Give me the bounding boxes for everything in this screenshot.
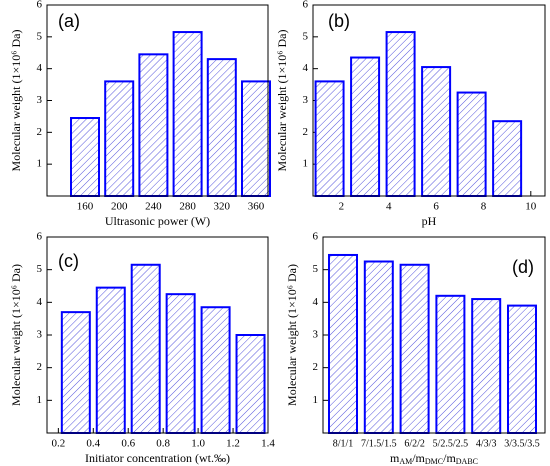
y-tick-label: 4: [303, 62, 309, 74]
x-axis-title-part: m: [390, 451, 400, 465]
x-axis-title-part: DMC: [425, 457, 443, 466]
x-tick-label: 160: [77, 201, 94, 213]
y-tick-label: 6: [37, 231, 43, 243]
y-tick-label: 5: [37, 30, 43, 42]
bar: [206, 58, 237, 197]
y-tick-label: 6: [37, 0, 43, 11]
bar: [507, 304, 537, 435]
bar: [350, 56, 381, 198]
x-axis-title-part: /m: [412, 451, 425, 465]
bar: [130, 263, 161, 434]
y-tick-label: 1: [303, 158, 309, 170]
bar: [172, 31, 203, 197]
panel-label: (c): [58, 251, 79, 271]
y-tick-label: 5: [37, 263, 43, 275]
bar: [70, 117, 100, 197]
x-tick-label: 10: [525, 201, 537, 213]
x-tick-label: 3/3.5/3.5: [504, 438, 540, 449]
y-tick-label: 2: [37, 361, 43, 373]
bar: [435, 294, 466, 434]
x-tick-label: 1.4: [261, 438, 275, 450]
y-tick-label: 2: [313, 361, 319, 373]
y-axis-title: Molecular weight (1×10⁶ Da): [275, 30, 289, 172]
x-tick-label: 0.6: [121, 438, 135, 450]
x-tick-label: 7/1.5/1.5: [361, 438, 397, 449]
x-tick-label: 8: [481, 201, 487, 213]
x-axis-title-part: /m: [443, 451, 456, 465]
bar: [399, 263, 430, 434]
x-tick-label: 360: [248, 201, 265, 213]
plot-frame: [312, 4, 546, 197]
x-tick-label: 1.0: [191, 438, 205, 450]
y-tick-label: 3: [37, 329, 43, 341]
panel-label: (a): [58, 11, 80, 31]
y-tick-label: 3: [313, 329, 319, 341]
bar: [200, 306, 231, 435]
bar: [421, 66, 452, 197]
y-tick-label: 4: [37, 62, 43, 74]
x-tick-label: 2: [339, 201, 345, 213]
bar: [456, 91, 487, 197]
bar: [165, 293, 196, 434]
bar: [95, 286, 126, 434]
y-tick-label: 1: [37, 394, 43, 406]
bar: [363, 260, 394, 434]
y-tick-label: 1: [37, 158, 43, 170]
panel-label: (b): [328, 11, 350, 31]
x-tick-label: 240: [145, 201, 162, 213]
plot-frame: [322, 236, 546, 434]
y-tick-label: 5: [303, 30, 309, 42]
x-tick-label: 5/2.5/2.5: [433, 438, 469, 449]
bar: [492, 120, 523, 197]
y-axis-title: Molecular weight (1×10⁶ Da): [9, 264, 23, 406]
bar: [235, 334, 266, 434]
y-tick-label: 3: [37, 94, 43, 106]
bar: [314, 80, 345, 197]
y-tick-label: 2: [37, 126, 43, 138]
x-tick-label: 0.2: [51, 438, 65, 450]
x-tick-label: 320: [214, 201, 231, 213]
x-tick-label: 0.8: [156, 438, 170, 450]
panel-label: (d): [512, 257, 534, 277]
x-tick-label: 1.2: [226, 438, 240, 450]
x-axis-title: pH: [422, 214, 437, 228]
y-tick-label: 4: [313, 296, 319, 308]
x-tick-label: 200: [111, 201, 128, 213]
y-tick-label: 3: [303, 94, 309, 106]
x-tick-label: 6/2/2: [404, 438, 425, 449]
bar: [241, 80, 271, 197]
y-tick-label: 6: [303, 0, 309, 11]
bar: [60, 311, 91, 434]
x-tick-label: 4: [386, 201, 392, 213]
x-tick-label: 4/3/3: [476, 438, 497, 449]
x-tick-label: 6: [433, 201, 439, 213]
x-axis-title: Ultrasonic power (W): [105, 214, 210, 228]
x-axis-title-part: AM: [399, 457, 412, 466]
bar: [471, 298, 502, 435]
y-tick-label: 6: [313, 231, 319, 243]
y-tick-label: 4: [37, 296, 43, 308]
bar: [385, 31, 416, 197]
plot-frame: [46, 4, 269, 197]
x-axis-title-part: DABC: [456, 457, 478, 466]
y-axis-title: Molecular weight (1×10⁶ Da): [9, 30, 23, 172]
y-axis-title: Molecular weight (1×10⁶ Da): [285, 264, 299, 406]
x-tick-label: 280: [179, 201, 196, 213]
plot-frame: [46, 236, 269, 434]
bar: [328, 253, 358, 434]
x-axis-title: Initiator concentration (wt.‰): [85, 451, 230, 465]
bar: [104, 80, 135, 197]
x-tick-label: 0.4: [86, 438, 100, 450]
y-tick-label: 5: [313, 263, 319, 275]
bar: [138, 53, 169, 198]
y-tick-label: 1: [313, 394, 319, 406]
x-tick-label: 8/1/1: [333, 438, 354, 449]
y-tick-label: 2: [303, 126, 309, 138]
x-axis-title: mAM/mDMC/mDABC: [390, 451, 478, 466]
